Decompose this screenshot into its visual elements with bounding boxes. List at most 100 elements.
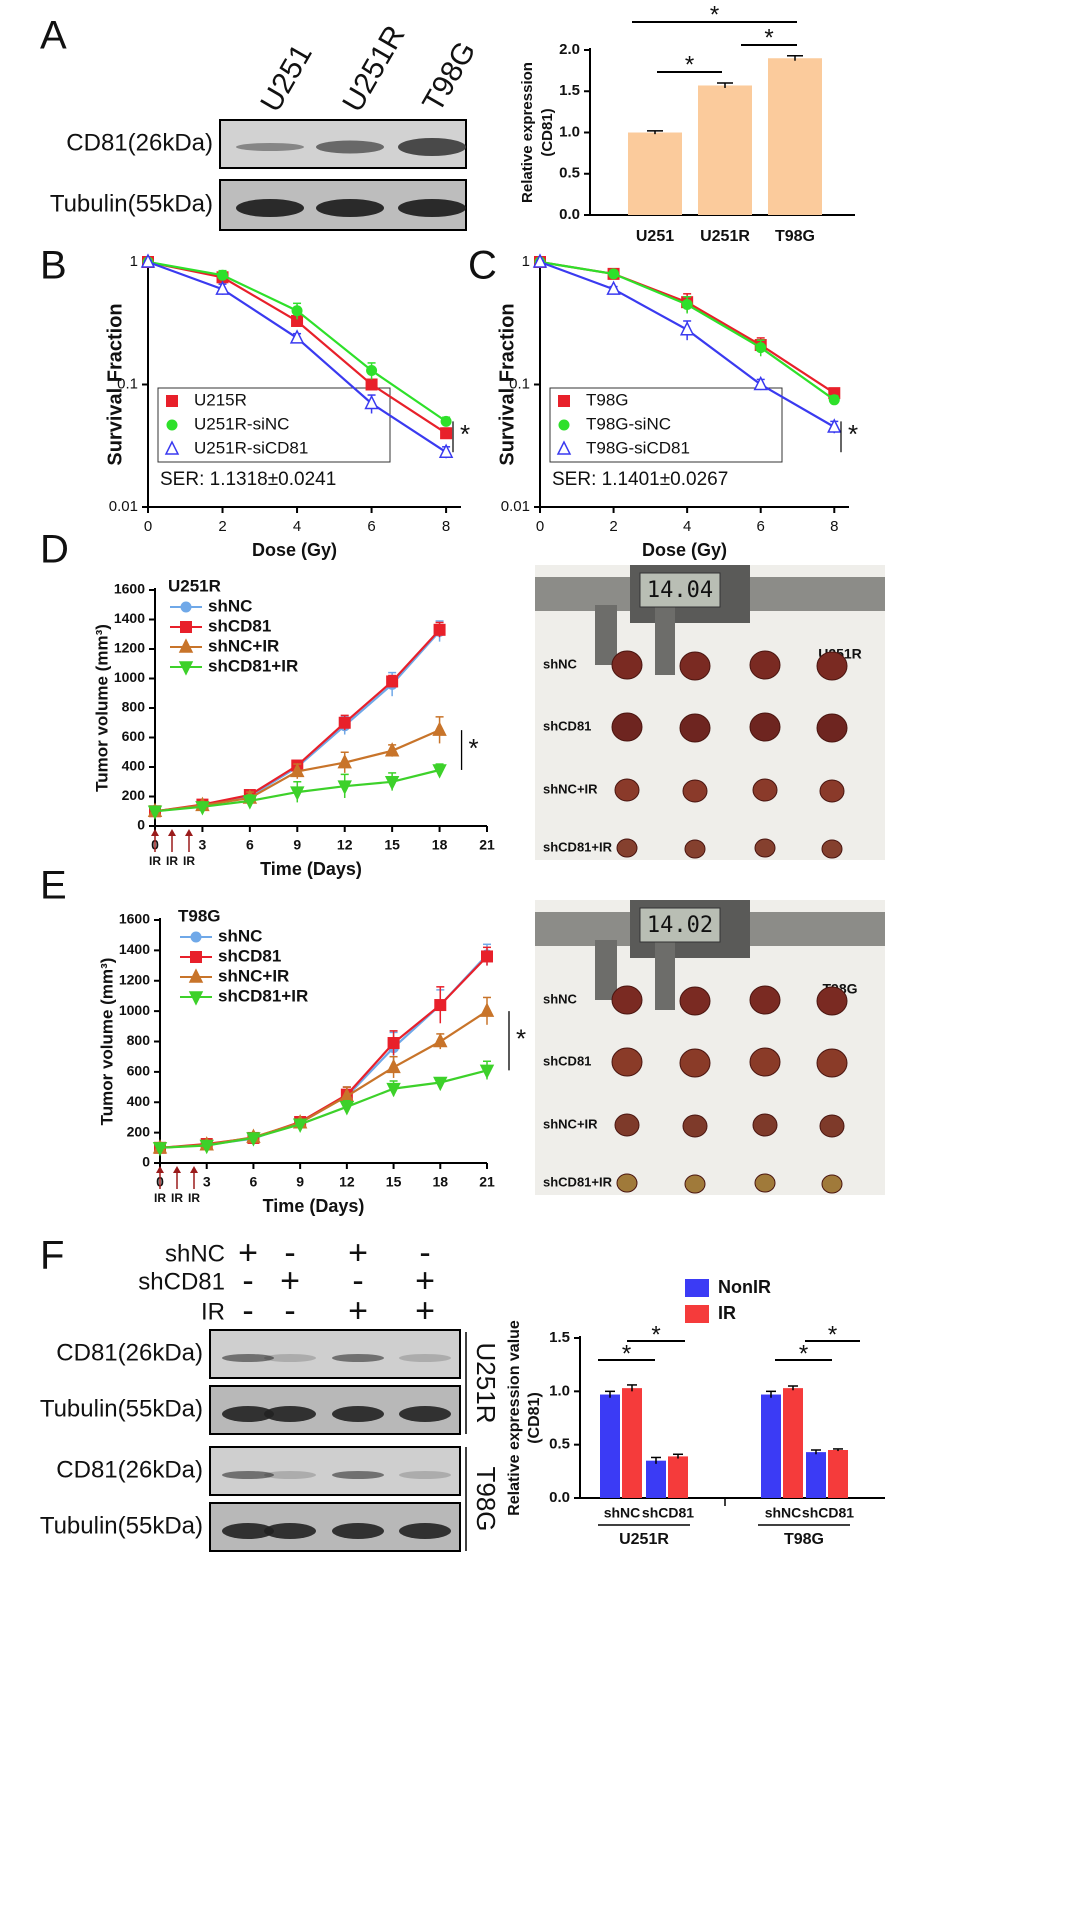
condition-sign: + — [280, 1262, 300, 1300]
tumor — [754, 1173, 776, 1193]
blot-band — [332, 1406, 384, 1422]
y-tick-label: 400 — [122, 758, 146, 774]
bar — [646, 1460, 666, 1498]
tumor — [611, 985, 643, 1015]
y-tick-label: 1400 — [119, 941, 150, 957]
ir-arrowhead — [156, 1166, 164, 1173]
caliper-jaw — [655, 940, 675, 1010]
lane-label: U251R — [336, 20, 411, 117]
marker — [337, 753, 352, 769]
blot-band — [236, 143, 304, 151]
legend-marker — [178, 638, 194, 653]
marker — [291, 305, 303, 317]
tumor — [821, 839, 843, 859]
y-tick-label: 1.5 — [559, 82, 580, 99]
marker — [338, 716, 351, 729]
legend-marker — [188, 968, 204, 983]
legend-marker — [166, 395, 178, 407]
blot-box — [209, 1446, 461, 1496]
ir-arrowhead — [151, 829, 159, 836]
ir-label: IR — [188, 1191, 200, 1205]
marker — [195, 801, 210, 816]
blot-band — [399, 1523, 451, 1539]
x-tick-label: 21 — [479, 837, 495, 853]
marker — [679, 321, 695, 336]
y-axis-label: Relative expression — [519, 62, 536, 203]
x-tick-label: 4 — [293, 518, 301, 535]
panel-letter: C — [468, 244, 497, 288]
caliper-reading: 14.04 — [647, 578, 713, 603]
y-tick-label: 0.1 — [117, 375, 138, 392]
y-axis-label: Tumor volume (mm³) — [92, 624, 111, 792]
x-tick-label: U251 — [636, 228, 674, 245]
marker — [753, 375, 768, 391]
x-tick-label: 0 — [536, 518, 544, 535]
y-axis-label: (CD81) — [526, 1392, 543, 1444]
y-tick-label: 1 — [522, 253, 530, 270]
y-tick-label: 400 — [127, 1093, 151, 1109]
bar — [761, 1394, 781, 1498]
legend-label: T98G-siCD81 — [586, 438, 690, 457]
y-tick-label: 800 — [122, 699, 146, 715]
legend-label: shNC+IR — [208, 636, 279, 655]
blot-band — [398, 138, 466, 156]
y-tick-label: 1 — [130, 253, 138, 270]
bar — [783, 1388, 803, 1498]
x-tick-label: 9 — [296, 1174, 304, 1190]
y-axis-label: (CD81) — [539, 108, 556, 156]
y-axis-label: Tumor volume (mm³) — [97, 958, 116, 1126]
x-tick-label: 6 — [757, 518, 765, 535]
x-tick-label: 3 — [203, 1174, 211, 1190]
blot-band — [264, 1523, 316, 1539]
caliper-jaw — [655, 605, 675, 675]
photo-row-label: shCD81 — [543, 1053, 591, 1068]
legend-marker — [188, 991, 204, 1006]
marker — [828, 394, 840, 406]
x-tick-label: shNC — [765, 1505, 802, 1521]
tumor — [819, 779, 845, 803]
bar — [698, 85, 752, 215]
legend-marker — [558, 395, 570, 407]
condition-sign: + — [415, 1292, 435, 1330]
marker — [681, 298, 693, 310]
tumor — [611, 712, 643, 742]
photo-row-label: shCD81+IR — [543, 1174, 613, 1189]
y-tick-label: 0.5 — [549, 1436, 570, 1453]
marker — [432, 764, 447, 779]
tumor — [614, 1113, 640, 1137]
photo-row-label: shNC — [543, 991, 578, 1006]
legend-marker — [558, 419, 570, 431]
significance-star: * — [710, 1, 719, 28]
series-line — [159, 954, 488, 1149]
ir-label: IR — [171, 1191, 183, 1205]
photo-row-label: shCD81+IR — [543, 839, 613, 854]
x-tick-label: 2 — [218, 518, 226, 535]
significance-star: * — [469, 733, 479, 763]
tumor — [752, 778, 778, 802]
y-tick-label: 1600 — [114, 581, 145, 597]
ir-label: IR — [154, 1191, 166, 1205]
x-axis-label: Dose (Gy) — [252, 540, 337, 560]
marker — [479, 1002, 495, 1017]
x-axis-label: Dose (Gy) — [642, 540, 727, 560]
cell-line-label: U251R — [471, 1343, 501, 1424]
tumor — [816, 713, 848, 743]
ir-arrowhead — [185, 829, 193, 836]
legend-marker — [164, 440, 180, 455]
y-tick-label: 200 — [122, 787, 146, 803]
lane-label: T98G — [416, 36, 482, 117]
marker — [242, 795, 258, 810]
blot-band — [264, 1406, 316, 1422]
tumor — [749, 1047, 781, 1077]
cell-line-label: T98G — [471, 1466, 501, 1531]
significance-star: * — [651, 1321, 660, 1348]
tumor — [616, 1173, 638, 1193]
photo-row-label: shNC+IR — [543, 781, 598, 796]
tumor — [679, 713, 711, 743]
tumor — [819, 1114, 845, 1138]
x-tick-label: shCD81 — [642, 1505, 694, 1521]
marker — [147, 805, 163, 820]
legend-label: shCD81 — [218, 946, 281, 965]
legend-box — [549, 387, 783, 463]
blot-band — [399, 1471, 451, 1479]
